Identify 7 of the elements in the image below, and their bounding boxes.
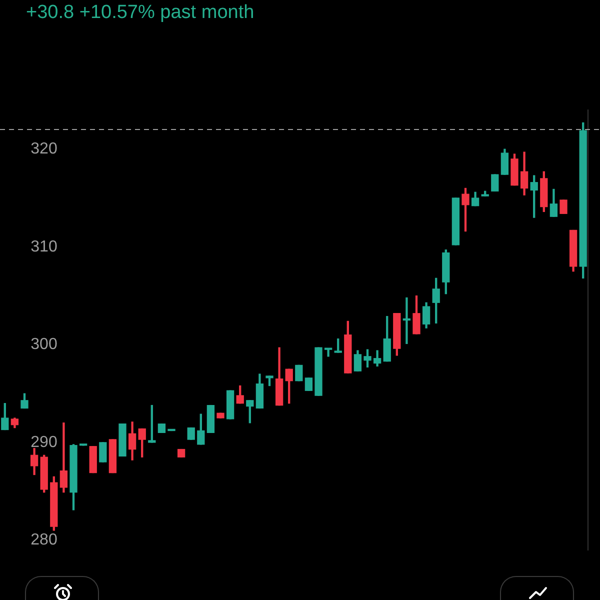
y-tick-label: 280 (30, 532, 58, 549)
y-tick-label: 290 (30, 434, 58, 451)
y-tick-label: 320 (30, 140, 58, 158)
y-tick-label: 310 (30, 238, 58, 256)
candlestick (402, 297, 411, 344)
chart-title: +30.8 +10.57% past month (26, 2, 254, 24)
y-tick-label: 300 (30, 336, 58, 354)
